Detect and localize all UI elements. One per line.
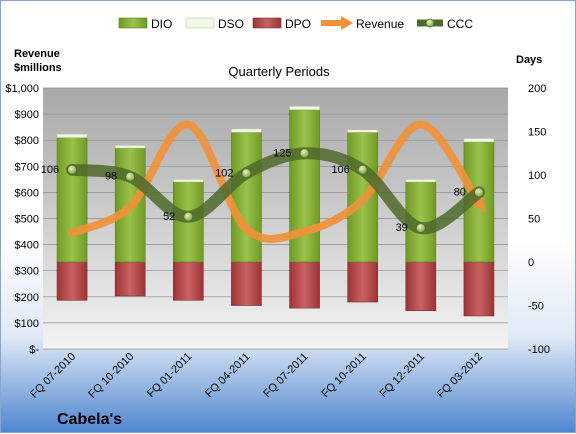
dso-bar bbox=[56, 133, 88, 138]
right-tick-label: -100 bbox=[528, 344, 550, 356]
dpo-bar bbox=[231, 261, 262, 306]
left-axis-label-line1: Revenue bbox=[14, 48, 60, 60]
left-tick-label: $400 bbox=[15, 240, 39, 252]
legend-label-revenue: Revenue bbox=[356, 17, 404, 31]
legend-arrow-icon bbox=[341, 16, 353, 30]
dpo-bar bbox=[56, 261, 88, 301]
dio-bar bbox=[231, 132, 262, 263]
left-tick-label: $1,000 bbox=[5, 83, 39, 95]
ccc-marker bbox=[241, 168, 252, 179]
ccc-marker bbox=[415, 223, 426, 233]
left-axis-ticks: $- $100 $200 $300 $400 $500 $600 $700 $800 $900 $1… bbox=[5, 83, 39, 356]
category-label: FQ 12-2011 bbox=[378, 351, 427, 400]
legend-label-ccc: CCC bbox=[447, 17, 473, 31]
right-tick-label: -50 bbox=[528, 301, 544, 313]
left-tick-label: $500 bbox=[15, 214, 39, 226]
category-label: FQ 10-2010 bbox=[86, 351, 136, 401]
ccc-marker bbox=[183, 211, 194, 222]
category-label: FQ 04-2011 bbox=[203, 351, 252, 400]
dso-bar bbox=[114, 145, 146, 149]
legend-label-dpo: DPO bbox=[285, 17, 311, 31]
dso-bar bbox=[405, 179, 437, 183]
left-tick-label: $700 bbox=[15, 161, 39, 173]
left-tick-label: $900 bbox=[15, 109, 39, 121]
left-tick-label: $800 bbox=[15, 135, 39, 147]
category-label: FQ 10-2011 bbox=[319, 351, 368, 400]
dso-bar bbox=[231, 128, 262, 133]
ccc-marker bbox=[67, 164, 77, 175]
right-tick-label: 100 bbox=[528, 170, 546, 182]
company-name: Cabela's bbox=[57, 411, 122, 428]
right-tick-label: 50 bbox=[528, 214, 540, 226]
left-tick-label: $200 bbox=[15, 292, 39, 304]
ccc-markers bbox=[67, 148, 484, 233]
legend-swatch-dso bbox=[185, 17, 215, 29]
ccc-data-label: 39 bbox=[396, 222, 408, 234]
left-tick-label: $- bbox=[29, 344, 39, 356]
dpo-bar bbox=[173, 261, 204, 301]
ccc-data-label: 125 bbox=[273, 147, 291, 159]
category-label: FQ 07-2011 bbox=[261, 351, 310, 400]
legend: DIO DSO DPO Revenue CCC bbox=[118, 16, 473, 31]
category-label: FQ 07-2010 bbox=[28, 351, 78, 401]
ccc-marker bbox=[299, 148, 310, 159]
dio-bar bbox=[56, 137, 88, 263]
right-tick-label: 200 bbox=[528, 83, 546, 95]
dpo-bar bbox=[347, 261, 378, 303]
ccc-marker bbox=[357, 164, 368, 175]
legend-swatch-dpo bbox=[252, 17, 282, 29]
left-tick-label: $600 bbox=[15, 187, 39, 199]
dso-bar bbox=[289, 105, 320, 111]
dso-bar bbox=[463, 138, 495, 143]
ccc-marker bbox=[474, 187, 484, 198]
legend-swatch-dio bbox=[118, 17, 148, 29]
category-labels: FQ 07-2010 FQ 10-2010 FQ 01-2011 FQ 04-2011… bbox=[28, 351, 485, 401]
right-axis-ticks: -100 -50 0 50 100 150 200 bbox=[528, 83, 550, 356]
ccc-marker bbox=[125, 171, 136, 182]
ccc-data-label: 52 bbox=[163, 211, 175, 223]
left-tick-label: $300 bbox=[15, 266, 39, 278]
dpo-bar bbox=[289, 261, 320, 309]
dpo-bar bbox=[114, 261, 146, 297]
category-label: FQ 03-2012 bbox=[435, 351, 485, 401]
chart-title: Quarterly Periods bbox=[228, 64, 330, 79]
dio-bar bbox=[289, 109, 320, 263]
dpo-bar bbox=[405, 261, 437, 312]
dpo-bar bbox=[463, 261, 495, 317]
left-tick-label: $100 bbox=[15, 318, 39, 330]
dso-bar bbox=[173, 179, 204, 183]
left-axis-label-line2: $millions bbox=[14, 62, 62, 74]
ccc-data-label: 102 bbox=[215, 167, 233, 179]
ccc-data-label: 98 bbox=[105, 171, 117, 183]
dso-bar bbox=[347, 129, 378, 133]
ccc-data-labels: 106 98 52 102 125 106 39 80 bbox=[41, 147, 466, 234]
right-tick-label: 150 bbox=[528, 127, 546, 139]
ccc-data-label: 80 bbox=[454, 186, 466, 198]
ccc-data-label: 106 bbox=[331, 164, 349, 176]
legend-label-dso: DSO bbox=[218, 17, 244, 31]
right-axis-label: Days bbox=[516, 54, 542, 66]
right-tick-label: 0 bbox=[528, 257, 534, 269]
legend-label-dio: DIO bbox=[151, 17, 172, 31]
legend-marker-ccc bbox=[425, 18, 435, 28]
category-label: FQ 01-2011 bbox=[145, 351, 194, 400]
ccc-data-label: 106 bbox=[41, 164, 59, 176]
bars bbox=[56, 105, 495, 317]
